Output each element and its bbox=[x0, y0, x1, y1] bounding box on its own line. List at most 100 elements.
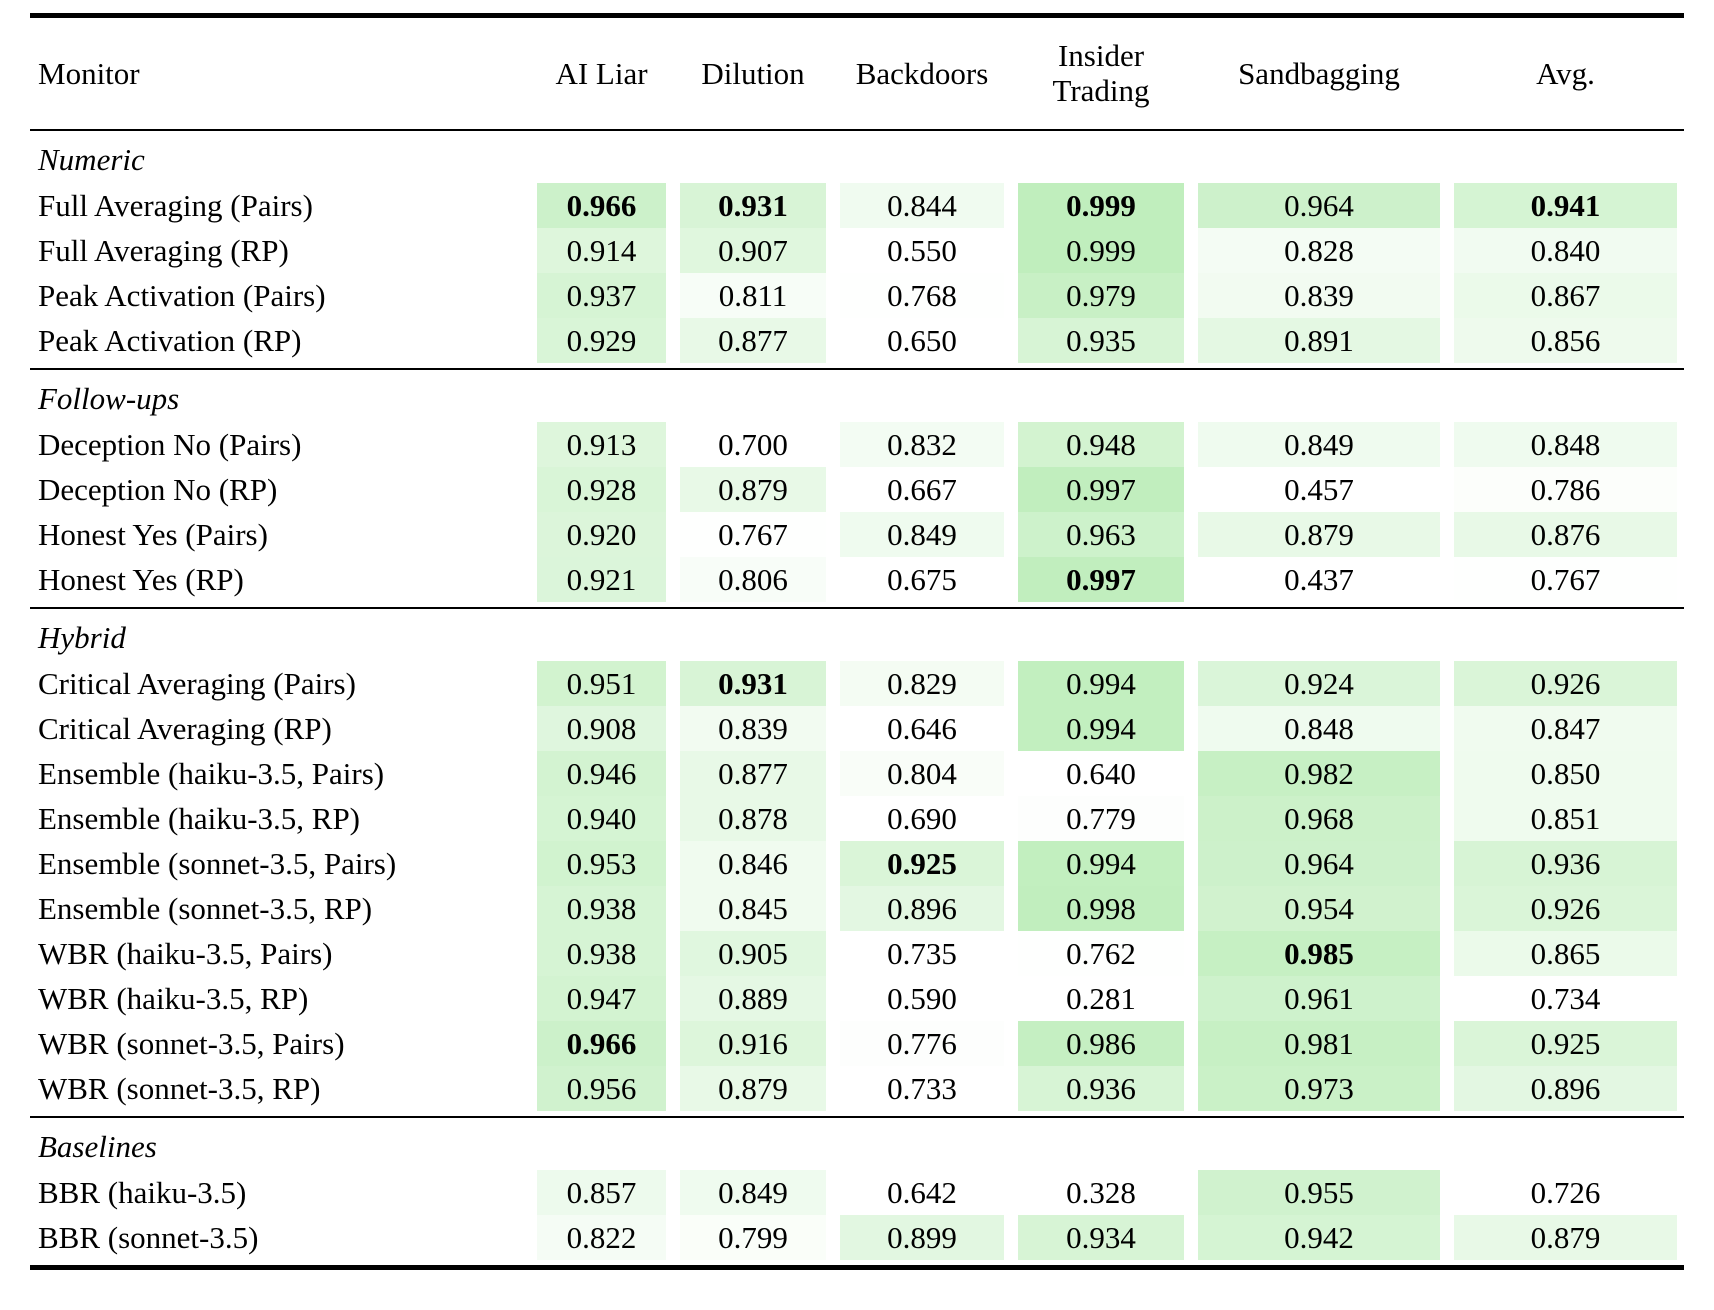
table-rule-thin bbox=[30, 1111, 1684, 1124]
table-row: Deception No (RP) 0.928 0.879 0.667 0.997 0.4… bbox=[30, 467, 1684, 512]
score-cell: 0.925 bbox=[833, 841, 1011, 886]
section-label: Numeric bbox=[38, 142, 145, 177]
monitor-label: Critical Averaging (Pairs) bbox=[38, 665, 356, 701]
score-value: 0.646 bbox=[840, 706, 1004, 751]
monitor-label: WBR (sonnet-3.5, RP) bbox=[38, 1070, 321, 1106]
score-cell: 0.929 bbox=[530, 318, 673, 363]
paper-results-table-page: Monitor AI Liar Dilution Backdoors Insider T… bbox=[30, 8, 1684, 1276]
score-cell: 0.281 bbox=[1011, 976, 1191, 1021]
column-header-sandbagging: Sandbagging bbox=[1238, 55, 1400, 91]
score-cell: 0.935 bbox=[1011, 318, 1191, 363]
column-header-monitor: Monitor bbox=[38, 55, 140, 91]
score-value: 0.905 bbox=[680, 931, 826, 976]
section-label: Follow-ups bbox=[38, 381, 180, 416]
horizontal-rule bbox=[30, 129, 1684, 131]
score-value: 0.849 bbox=[680, 1170, 826, 1215]
score-value: 0.941 bbox=[1454, 183, 1677, 228]
monitor-label: Deception No (RP) bbox=[38, 471, 278, 507]
score-cell: 0.590 bbox=[833, 976, 1011, 1021]
score-value: 0.914 bbox=[537, 228, 666, 273]
score-cell: 0.994 bbox=[1011, 706, 1191, 751]
score-value: 0.908 bbox=[537, 706, 666, 751]
score-cell: 0.938 bbox=[530, 931, 673, 976]
score-value: 0.734 bbox=[1454, 976, 1677, 1021]
score-value: 0.924 bbox=[1198, 661, 1440, 706]
table-row: BBR (sonnet-3.5) 0.822 0.799 0.899 0.934 0.94… bbox=[30, 1215, 1684, 1260]
score-cell: 0.936 bbox=[1447, 841, 1684, 886]
score-value: 0.879 bbox=[680, 1066, 826, 1111]
score-cell: 0.879 bbox=[673, 1066, 833, 1111]
score-value: 0.940 bbox=[537, 796, 666, 841]
score-cell: 0.968 bbox=[1191, 796, 1447, 841]
score-value: 0.936 bbox=[1454, 841, 1677, 886]
score-cell: 0.966 bbox=[530, 183, 673, 228]
score-value: 0.767 bbox=[680, 512, 826, 557]
results-table: Monitor AI Liar Dilution Backdoors Insider T… bbox=[30, 8, 1684, 1276]
score-cell: 0.762 bbox=[1011, 931, 1191, 976]
score-value: 0.850 bbox=[1454, 751, 1677, 796]
score-value: 0.735 bbox=[840, 931, 1004, 976]
score-value: 0.937 bbox=[537, 273, 666, 318]
score-cell: 0.908 bbox=[530, 706, 673, 751]
monitor-label: Ensemble (sonnet-3.5, RP) bbox=[38, 890, 373, 926]
score-value: 0.934 bbox=[1018, 1215, 1184, 1260]
score-cell: 0.799 bbox=[673, 1215, 833, 1260]
score-value: 0.857 bbox=[537, 1170, 666, 1215]
score-value: 0.806 bbox=[680, 557, 826, 602]
monitor-label: Honest Yes (RP) bbox=[38, 561, 244, 597]
score-cell: 0.848 bbox=[1191, 706, 1447, 751]
score-value: 0.994 bbox=[1018, 661, 1184, 706]
score-cell: 0.946 bbox=[530, 751, 673, 796]
score-value: 0.877 bbox=[680, 318, 826, 363]
table-header: Monitor AI Liar Dilution Backdoors Insider T… bbox=[30, 8, 1684, 137]
score-cell: 0.768 bbox=[833, 273, 1011, 318]
monitor-label: Ensemble (haiku-3.5, Pairs) bbox=[38, 755, 385, 791]
score-cell: 0.846 bbox=[673, 841, 833, 886]
score-cell: 0.931 bbox=[673, 661, 833, 706]
score-value: 0.931 bbox=[680, 183, 826, 228]
score-value: 0.733 bbox=[840, 1066, 1004, 1111]
score-value: 0.640 bbox=[1018, 751, 1184, 796]
score-value: 0.947 bbox=[537, 976, 666, 1021]
score-value: 0.762 bbox=[1018, 931, 1184, 976]
score-value: 0.328 bbox=[1018, 1170, 1184, 1215]
score-value: 0.938 bbox=[537, 931, 666, 976]
score-cell: 0.905 bbox=[673, 931, 833, 976]
score-value: 0.849 bbox=[1198, 422, 1440, 467]
score-value: 0.964 bbox=[1198, 183, 1440, 228]
score-value: 0.851 bbox=[1454, 796, 1677, 841]
score-cell: 0.848 bbox=[1447, 422, 1684, 467]
section-label: Baselines bbox=[38, 1129, 157, 1164]
score-cell: 0.877 bbox=[673, 318, 833, 363]
score-value: 0.913 bbox=[537, 422, 666, 467]
score-cell: 0.849 bbox=[1191, 422, 1447, 467]
monitor-label: Ensemble (haiku-3.5, RP) bbox=[38, 800, 361, 836]
column-header-dilution: Dilution bbox=[701, 55, 805, 91]
table-rule-thin bbox=[30, 363, 1684, 376]
column-header-ai-liar: AI Liar bbox=[555, 55, 648, 91]
score-value: 0.667 bbox=[840, 467, 1004, 512]
score-value: 0.916 bbox=[680, 1021, 826, 1066]
score-value: 0.997 bbox=[1018, 557, 1184, 602]
score-value: 0.840 bbox=[1454, 228, 1677, 273]
score-value: 0.935 bbox=[1018, 318, 1184, 363]
score-cell: 0.982 bbox=[1191, 751, 1447, 796]
horizontal-rule bbox=[30, 607, 1684, 609]
table-row: WBR (sonnet-3.5, Pairs) 0.966 0.916 0.776 0.… bbox=[30, 1021, 1684, 1066]
score-cell: 0.804 bbox=[833, 751, 1011, 796]
score-cell: 0.832 bbox=[833, 422, 1011, 467]
score-value: 0.907 bbox=[680, 228, 826, 273]
score-cell: 0.926 bbox=[1447, 661, 1684, 706]
table-row: WBR (sonnet-3.5, RP) 0.956 0.879 0.733 0.936… bbox=[30, 1066, 1684, 1111]
score-value: 0.997 bbox=[1018, 467, 1184, 512]
horizontal-rule bbox=[30, 368, 1684, 370]
monitor-label: Peak Activation (Pairs) bbox=[38, 277, 326, 313]
score-value: 0.879 bbox=[1198, 512, 1440, 557]
score-value: 0.956 bbox=[537, 1066, 666, 1111]
monitor-label: Deception No (Pairs) bbox=[38, 426, 302, 462]
score-cell: 0.786 bbox=[1447, 467, 1684, 512]
column-header-backdoors: Backdoors bbox=[855, 55, 989, 91]
monitor-label: Honest Yes (Pairs) bbox=[38, 516, 268, 552]
score-cell: 0.926 bbox=[1447, 886, 1684, 931]
score-value: 0.844 bbox=[840, 183, 1004, 228]
